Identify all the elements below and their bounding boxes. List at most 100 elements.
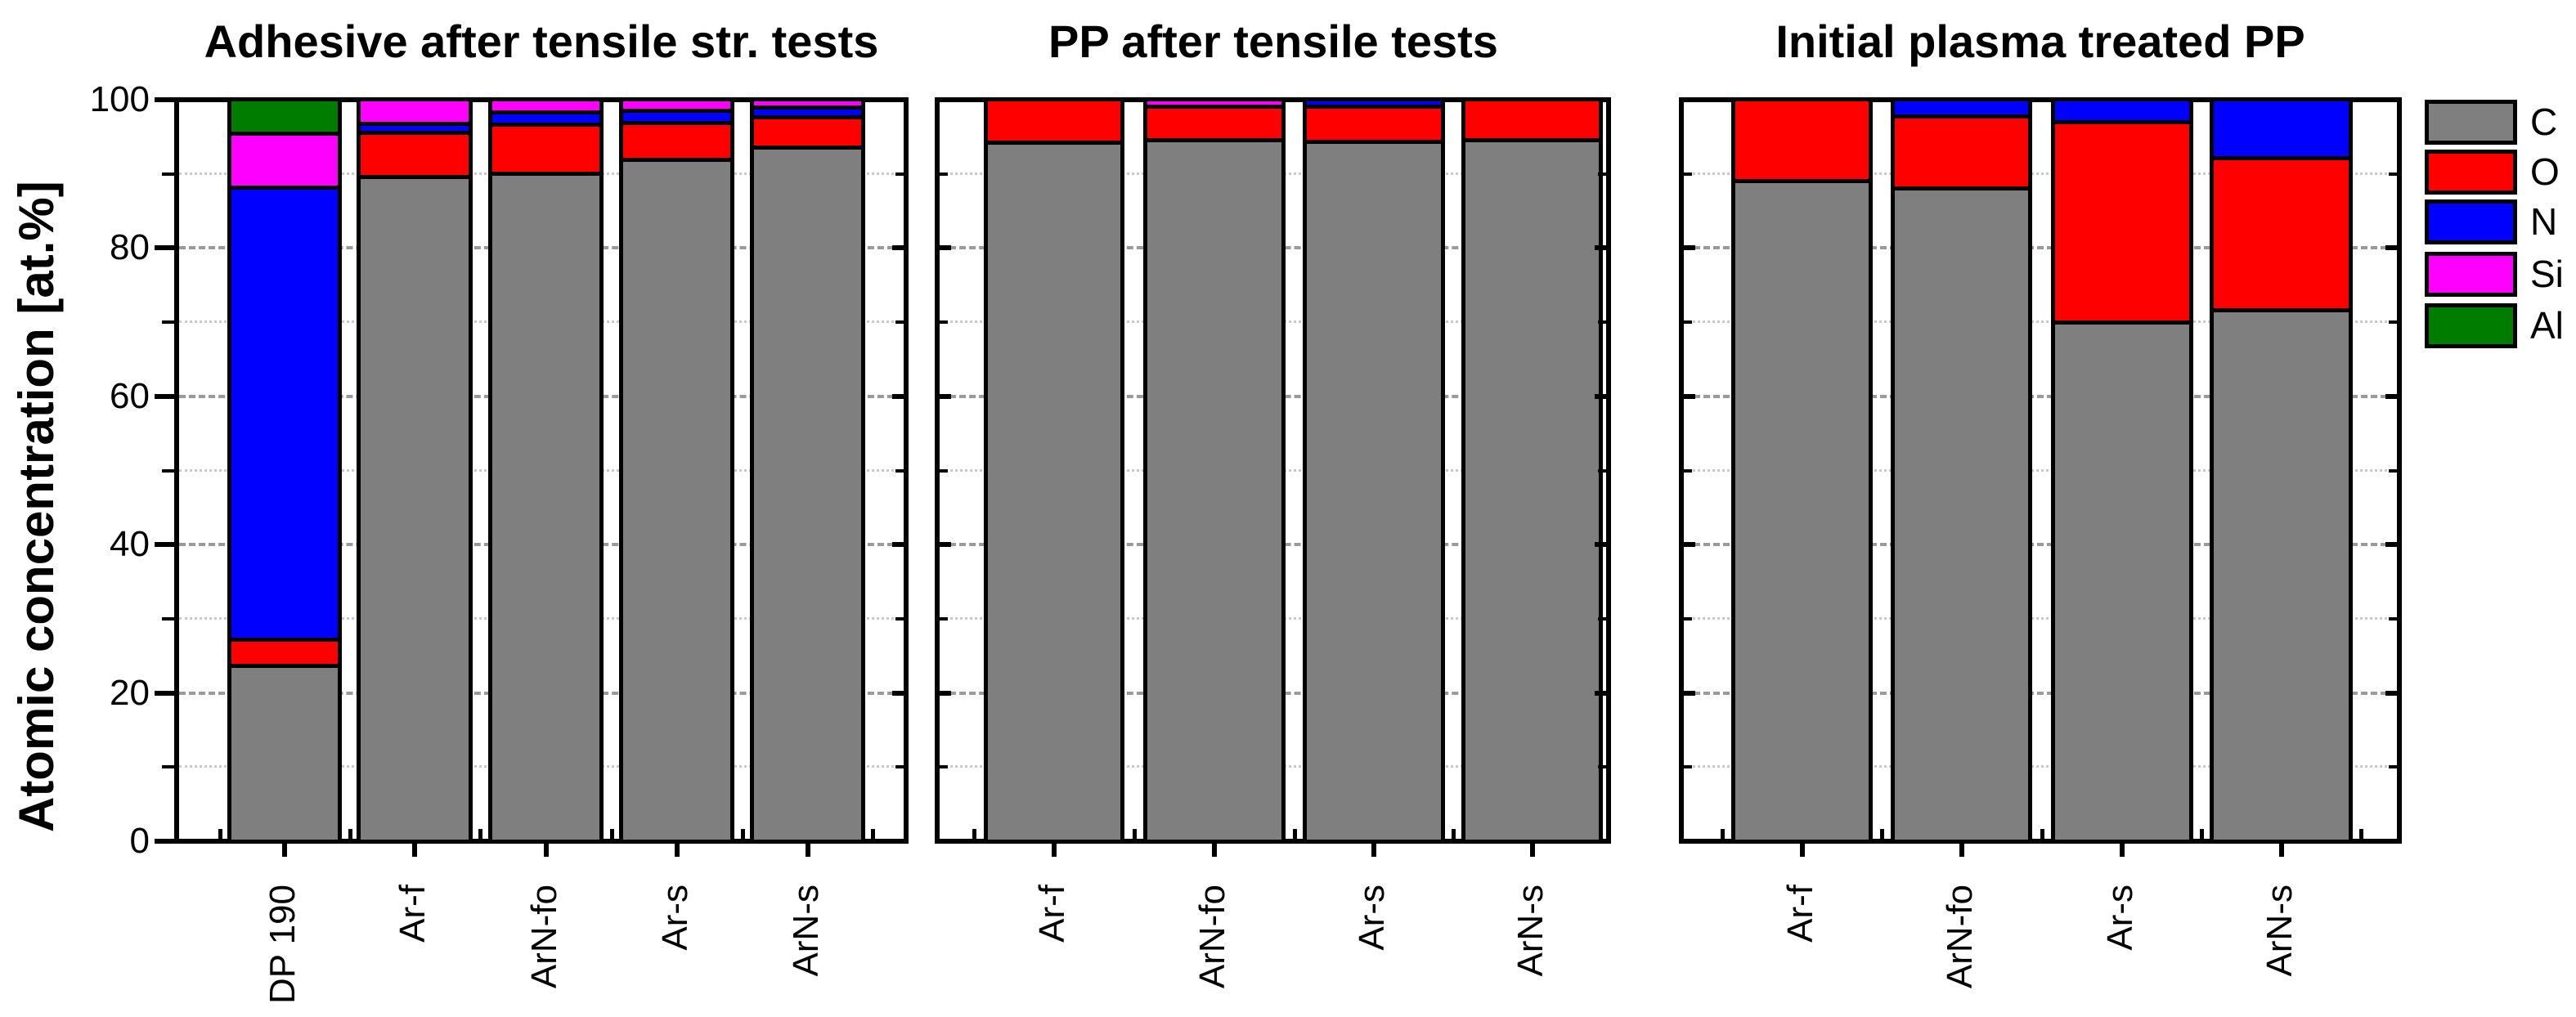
y-tick-inward: [2385, 542, 2397, 547]
bar-segment-Si: [231, 136, 338, 186]
legend-label-O: O: [2530, 150, 2560, 193]
stacked-bar-Ar-s: [1303, 97, 1445, 844]
stacked-bar-Ar-f: [357, 97, 473, 844]
panel-frame: [1679, 97, 2402, 844]
x-tick-label: ArN-s: [1510, 885, 1551, 977]
bar-segment-C: [1307, 143, 1441, 840]
y-tick-inward: [1684, 469, 1692, 473]
stacked-bar-Ar-s: [2051, 97, 2193, 844]
bar-segment-Al: [231, 101, 338, 132]
y-tick-inward: [1684, 394, 1695, 399]
legend-swatch-O: [2425, 150, 2517, 195]
y-tick-inward: [1598, 765, 1606, 768]
x-tick-label: DP 190: [263, 885, 303, 1004]
y-tick-inward: [2389, 172, 2397, 176]
y-tick-outward: [155, 542, 174, 547]
bar-segment-N: [1307, 101, 1441, 105]
x-tick: [282, 844, 287, 857]
legend-swatch-C: [2425, 100, 2517, 145]
y-tick-inward: [940, 394, 951, 399]
bar-segment-C: [2214, 312, 2349, 840]
gridline-20: [1684, 692, 2397, 695]
legend-label-N: N: [2530, 200, 2558, 243]
stacked-bar-DP-190: [227, 97, 342, 844]
y-tick-outward: [155, 97, 174, 102]
x-tick-label: Ar-f: [393, 885, 433, 943]
panel-title: Adhesive after tensile str. tests: [204, 16, 879, 67]
y-tick-label: 100: [89, 79, 150, 119]
y-tick-inward: [895, 765, 904, 768]
x-minor-tick-inward: [871, 829, 875, 839]
y-tick-inward: [940, 469, 948, 473]
y-tick-inward: [1684, 542, 1695, 547]
y-tick-inward: [1598, 617, 1606, 621]
x-tick-label: Ar-f: [1780, 885, 1820, 943]
y-tick-inward: [1595, 394, 1606, 399]
x-minor-tick-inward: [610, 829, 614, 839]
y-tick-inward: [895, 320, 904, 324]
x-tick: [2279, 844, 2284, 857]
bar-segment-N: [361, 125, 469, 132]
x-minor-tick-inward: [2200, 829, 2204, 839]
stacked-bar-Ar-f: [984, 97, 1124, 844]
x-tick: [1212, 844, 1217, 857]
y-tick-inward: [2389, 469, 2397, 473]
y-tick-inward: [2385, 691, 2397, 696]
x-minor-tick-inward: [218, 829, 222, 839]
bar-segment-C: [1895, 190, 2028, 840]
gridline-80: [1684, 246, 2397, 249]
x-tick-label: ArN-fo: [1940, 885, 1980, 989]
bar-segment-Si: [623, 101, 730, 109]
bar-segment-O: [754, 119, 861, 146]
bar-segment-N: [754, 110, 861, 116]
y-tick-inward: [940, 172, 948, 176]
y-tick-outward: [155, 394, 174, 399]
stacked-bar-ArN-fo: [488, 97, 604, 844]
legend-swatch-Si: [2425, 252, 2517, 297]
panel-title: Initial plasma treated PP: [1775, 16, 2305, 67]
y-tick-inward: [1684, 320, 1692, 324]
bar-segment-O: [231, 642, 338, 664]
x-minor-tick-inward: [1721, 829, 1725, 839]
legend-label-Si: Si: [2530, 253, 2564, 295]
bar-segment-Si: [754, 101, 861, 106]
bar-segment-C: [988, 145, 1120, 840]
y-tick-inward: [1595, 691, 1606, 696]
x-minor-tick-inward: [2359, 829, 2363, 839]
bar-segment-C: [1735, 183, 1869, 840]
y-tick-inward: [895, 469, 904, 473]
y-tick-label: 60: [110, 376, 150, 416]
y-tick-label: 20: [110, 673, 150, 713]
bar-segment-O: [623, 124, 730, 159]
y-tick-inward: [1684, 765, 1692, 768]
bar-segment-C: [1147, 142, 1281, 840]
y-tick-label: 80: [110, 227, 150, 267]
y-tick-outward: [155, 691, 174, 696]
panel-title: PP after tensile tests: [1048, 16, 1498, 67]
y-tick-inward: [892, 245, 904, 250]
bar-segment-N: [2055, 101, 2189, 121]
y-tick-inward: [892, 542, 904, 547]
bar-segment-O: [1735, 101, 1869, 180]
y-tick-inward: [2389, 320, 2397, 324]
y-tick-inward: [1598, 320, 1606, 324]
y-tick-outward: [162, 617, 174, 621]
x-tick: [2120, 844, 2125, 857]
x-minor-tick-inward: [2040, 829, 2044, 839]
x-minor-tick-inward: [1452, 829, 1456, 839]
bar-segment-O: [2214, 159, 2349, 309]
gridline-60: [1684, 395, 2397, 398]
bar-segment-O: [1465, 101, 1599, 138]
y-tick-inward: [940, 765, 948, 768]
x-tick: [1530, 844, 1535, 857]
y-tick-outward: [162, 172, 174, 176]
y-tick-label: 40: [110, 524, 150, 564]
y-tick-inward: [1684, 245, 1695, 250]
bar-segment-C: [2055, 325, 2189, 840]
y-tick-inward: [1595, 245, 1606, 250]
bar-segment-O: [1147, 109, 1281, 139]
x-tick-label: ArN-fo: [1192, 885, 1232, 989]
x-tick: [1052, 844, 1057, 857]
y-tick-label: 0: [129, 821, 150, 861]
